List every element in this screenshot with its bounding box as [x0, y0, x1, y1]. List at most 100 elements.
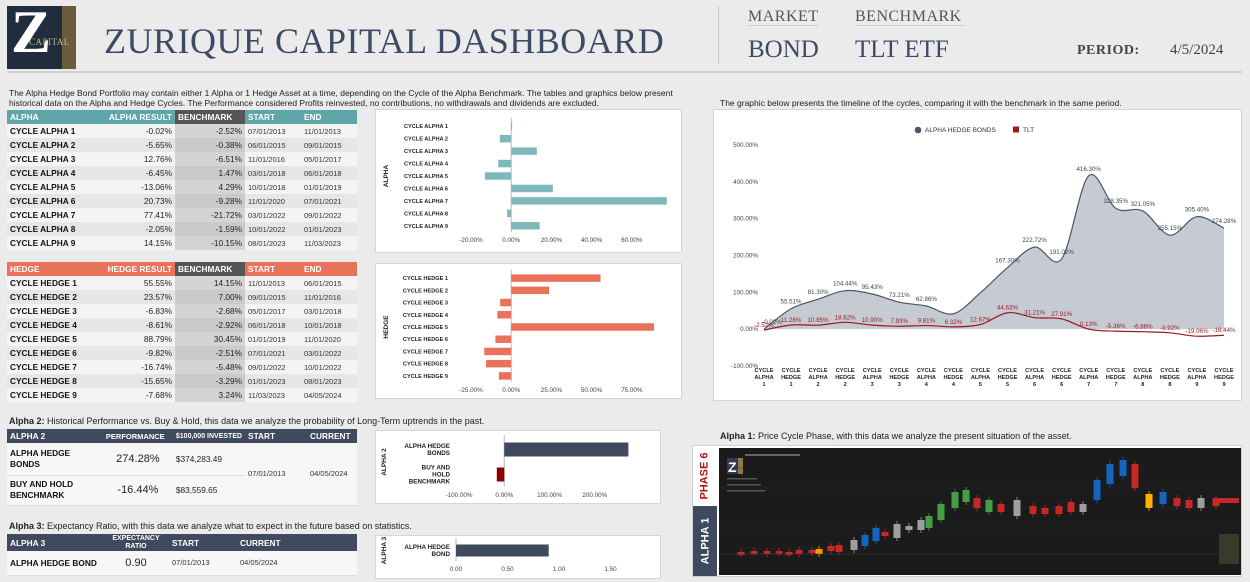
candle-body	[917, 520, 925, 530]
candle-body	[905, 526, 913, 530]
bar	[498, 372, 512, 380]
bar	[496, 467, 505, 482]
x-tick-label: 50.00%	[581, 387, 603, 394]
x-tick-label-line: 2	[817, 382, 820, 388]
market-value: BOND	[748, 36, 819, 63]
candle-body	[1013, 500, 1021, 516]
legend-label: TLT	[1023, 127, 1034, 134]
candle-body	[937, 504, 945, 520]
series-data-label: 55.51%	[781, 299, 802, 306]
y-axis-label: ALPHA	[383, 165, 390, 188]
alpha-cell-end: 07/01/2021	[301, 194, 357, 208]
x-tick-label-line: 6	[1033, 382, 1036, 388]
x-tick-label: CYCLE ALPHA 2	[808, 368, 827, 388]
alpha1-label: ALPHA 1	[699, 517, 711, 565]
candle-body	[1041, 508, 1049, 514]
alpha1-label-box: ALPHA 1	[693, 506, 717, 576]
hedge-cell-name: CYCLE HEDGE 2	[7, 290, 103, 304]
series-data-label: -2.52%	[754, 322, 774, 329]
category-label-line: BUY AND	[422, 465, 451, 472]
tlt-line	[763, 311, 1225, 337]
x-tick-label-line: 9	[1195, 382, 1198, 388]
candle-body	[815, 549, 823, 554]
series-data-label: 10.85%	[808, 317, 829, 324]
x-tick-label: 40.00%	[581, 237, 603, 244]
alpha2-bar-chart-panel: ALPHA 2 -100.00% 0.00% 100.00% 200.00% ALPHA …	[375, 430, 661, 504]
alpha3-title-text: Expectancy Ratio, with this data we anal…	[44, 521, 412, 531]
bar	[495, 335, 512, 343]
x-tick-label-line: CYCLE	[782, 368, 801, 374]
alpha-cell-result: 14.15%	[103, 236, 175, 250]
col-alpha: ALPHA	[7, 110, 103, 124]
series-data-label: 104.44%	[833, 281, 858, 288]
alpha-cell-start: 11/01/2016	[245, 152, 301, 166]
hedge-cell-benchmark: 7.00%	[175, 290, 245, 304]
hedge-table-header: HEDGE HEDGE RESULT BENCHMARK START END	[7, 262, 357, 276]
bar	[511, 274, 601, 282]
x-tick-label-line: CYCLE	[1160, 368, 1179, 374]
category-label: ALPHA HEDGE BONDS	[404, 443, 450, 457]
x-tick-label-line: CYCLE	[863, 368, 882, 374]
alpha2-bar-chart: ALPHA 2 -100.00% 0.00% 100.00% 200.00% ALPHA …	[381, 435, 629, 499]
x-tick-label-line: 8	[1168, 382, 1171, 388]
phase-label-box: PHASE 6	[693, 446, 717, 506]
hedge-table: HEDGE HEDGE RESULT BENCHMARK START END C…	[7, 262, 357, 402]
x-tick-label-line: 7	[1087, 382, 1090, 388]
hedge-cell-benchmark: -3.29%	[175, 374, 245, 388]
x-tick-label-line: CYCLE	[917, 368, 936, 374]
series-data-label: -9.92%	[1160, 325, 1180, 332]
table-row: CYCLE HEDGE 4 -8.61% -2.92% 06/01/2018 10/01…	[7, 318, 357, 332]
candle-body	[1029, 506, 1037, 514]
bar	[484, 172, 512, 180]
table-row: CYCLE ALPHA 7 77.41% -21.72% 03/01/2022 09/0…	[7, 208, 357, 222]
alpha3-start: 07/01/2013	[169, 551, 237, 576]
x-tick-label: CYCLE HEDGE 7	[1106, 368, 1126, 388]
hedge-cell-benchmark: -2.51%	[175, 346, 245, 360]
col-hedge: HEDGE	[7, 262, 103, 276]
hedge-cell-end: 10/01/2018	[301, 318, 357, 332]
bar	[486, 359, 512, 368]
table-row: CYCLE HEDGE 9 -7.68% 3.24% 11/03/2023 04/05/…	[7, 388, 357, 402]
alpha-cell-name: CYCLE ALPHA 6	[7, 194, 103, 208]
x-tick-label-line: CYCLE	[890, 368, 909, 374]
hedge-cell-end: 11/01/2020	[301, 332, 357, 346]
x-tick-label: 1.50	[604, 566, 617, 573]
category-label: CYCLE ALPHA 2	[404, 137, 448, 143]
bar	[504, 442, 629, 457]
alpha-bar-chart: ALPHA -20.00% 0.00% 20.00% 40.00% 60.00% CYCLE…	[383, 118, 667, 244]
candle-body	[1067, 502, 1075, 512]
category-label: CYCLE HEDGE 2	[403, 288, 448, 294]
x-tick-label-line: ALPHA	[1025, 375, 1044, 381]
alpha-cell-start: 07/01/2013	[245, 124, 301, 138]
alpha-table-header: ALPHA ALPHA RESULT BENCHMARK START END	[7, 110, 357, 124]
candle-body	[850, 540, 858, 550]
alpha-cell-benchmark: 4.29%	[175, 180, 245, 194]
x-tick-label: 1.00	[553, 566, 566, 573]
series-data-label: 95.43%	[862, 284, 883, 291]
hedge-cell-start: 11/03/2023	[245, 388, 301, 402]
series-data-label: 27.91%	[1051, 311, 1072, 318]
candle-body	[795, 550, 803, 554]
series-data-label: 222.72%	[1022, 237, 1047, 244]
hedge-cell-name: CYCLE HEDGE 1	[7, 276, 103, 290]
logo-letter: Z	[11, 6, 52, 65]
x-tick-label: 25.00%	[541, 387, 563, 394]
x-tick-label-line: CYCLE	[755, 368, 774, 374]
alpha2-invested: $83,559.65	[172, 475, 246, 506]
x-tick-label-line: CYCLE	[998, 368, 1017, 374]
series-data-label: 191.02%	[1049, 249, 1074, 256]
bar	[497, 311, 512, 319]
alpha-hedge-area	[764, 174, 1224, 330]
category-label: BUY AND HOLD BENCHMARK	[409, 465, 451, 486]
alpha-cell-name: CYCLE ALPHA 8	[7, 222, 103, 236]
bar	[511, 222, 540, 230]
candle-body	[951, 492, 959, 508]
candle-body	[1119, 460, 1127, 476]
x-tick-label: CYCLE HEDGE 2	[835, 368, 855, 388]
legend-line	[727, 478, 757, 480]
x-tick-label-line: 2	[844, 382, 847, 388]
alpha3-table: ALPHA 3 EXPECTANCY RATIO START CURRENT A…	[7, 534, 357, 576]
hedge-cell-start: 01/01/2019	[245, 332, 301, 346]
header-rule	[7, 71, 1242, 73]
bar	[511, 122, 513, 130]
